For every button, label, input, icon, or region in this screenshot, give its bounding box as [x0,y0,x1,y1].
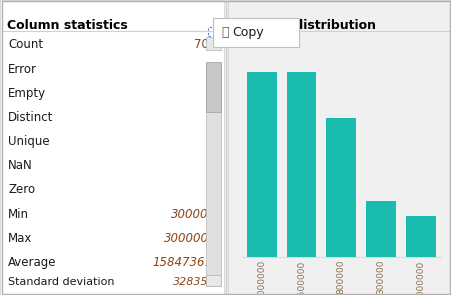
Bar [246,72,276,257]
Text: 0: 0 [208,183,216,196]
Text: 0: 0 [208,159,216,172]
Text: Value distribution: Value distribution [250,19,375,32]
Text: 3000000: 3000000 [163,232,216,245]
Text: Distinct: Distinct [8,111,53,124]
Text: Standard deviation: Standard deviation [8,277,115,287]
Text: 1584736...: 1584736... [152,256,216,269]
Text: Empty: Empty [8,87,46,100]
Text: 5: 5 [208,111,216,124]
Text: ▲: ▲ [209,38,217,48]
Text: 701: 701 [193,38,216,51]
Text: Column statistics: Column statistics [7,19,127,32]
Text: Min: Min [8,208,29,221]
Bar [365,201,395,257]
Text: ⧉: ⧉ [221,26,229,39]
Text: 0: 0 [208,87,216,100]
Text: Error: Error [8,63,37,76]
Text: NaN: NaN [8,159,33,172]
Text: 300000: 300000 [170,208,216,221]
Bar [326,118,355,257]
Text: 0: 0 [208,135,216,148]
Bar [405,216,435,257]
Text: 328354: 328354 [173,277,216,287]
Text: 0: 0 [208,63,216,76]
Text: Zero: Zero [8,183,35,196]
Text: Copy: Copy [232,26,263,39]
Bar [286,72,316,257]
Text: Max: Max [8,232,32,245]
Text: Average: Average [8,256,56,269]
Text: Unique: Unique [8,135,50,148]
Text: ▼: ▼ [209,276,217,286]
Text: Count: Count [8,38,43,51]
